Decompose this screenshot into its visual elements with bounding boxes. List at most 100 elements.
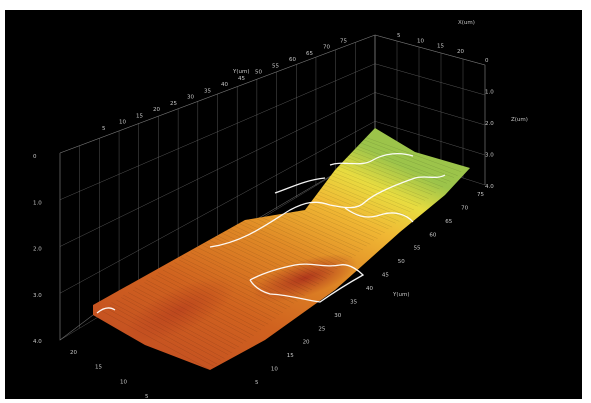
z-right-tick-4: 4.0 — [485, 184, 494, 190]
z-right-tick-0: 0 — [485, 58, 489, 64]
y-axis-front-ticks: 20 15 10 5 — [70, 350, 149, 400]
z-left-tick-0: 0 — [33, 154, 37, 160]
back-top-tick-5: 30 — [187, 95, 194, 101]
z-axis-right-ticks: 0 1.0 2.0 3.0 4.0 — [485, 58, 494, 190]
right-top-tick-2: 15 — [437, 44, 444, 50]
z-left-tick-2: 2.0 — [33, 247, 42, 253]
striation-22 — [185, 254, 291, 308]
surface-chart: 0 1.0 2.0 3.0 4.0 0 1.0 2.0 3.0 4.0 5 10 15 20 25 30 3… — [33, 20, 528, 400]
striation-24 — [192, 249, 298, 302]
striation-30 — [215, 234, 320, 285]
axis-label-back-top: Y(um) — [232, 69, 250, 75]
striation-0 — [99, 309, 211, 371]
grid-hline-0 — [59, 34, 376, 154]
striation-9 — [134, 287, 243, 344]
striation-37 — [243, 217, 345, 264]
striation-14 — [155, 274, 262, 331]
striation-20 — [179, 259, 283, 314]
striation-55 — [313, 172, 411, 213]
y-front-tick-0: 20 — [70, 350, 77, 356]
back-top-tick-7: 40 — [221, 82, 228, 88]
y-front-tick-2: 10 — [120, 379, 127, 385]
striation-42 — [261, 204, 364, 251]
x-front-tick-1: 10 — [271, 367, 278, 373]
striation-8 — [132, 289, 240, 348]
striation-27 — [204, 242, 309, 293]
striation-25 — [197, 247, 302, 298]
y-front-tick-1: 15 — [95, 365, 102, 371]
striation-69 — [366, 137, 462, 173]
striation-60 — [331, 159, 429, 199]
x-front-tick-4: 25 — [318, 326, 325, 332]
grid-rhline-1 — [374, 63, 486, 96]
striation-44 — [271, 199, 371, 245]
back-top-ticks: 5 10 15 20 25 30 35 40 45 50 55 60 65 70 75 — [102, 38, 347, 132]
back-top-tick-4: 25 — [170, 101, 177, 107]
y-front-tick-3: 5 — [145, 394, 149, 399]
axis-label-z: Z(um) — [511, 117, 528, 123]
surface-hotspot-2 — [124, 277, 236, 343]
x-front-tick-11: 60 — [429, 232, 436, 238]
z-axis-left-ticks: 0 1.0 2.0 3.0 4.0 — [33, 154, 42, 345]
striation-50 — [294, 184, 393, 228]
plot-area: 0 1.0 2.0 3.0 4.0 0 1.0 2.0 3.0 4.0 5 10 15 20 25 30 3… — [5, 10, 582, 400]
striation-31 — [220, 232, 324, 281]
right-top-tick-0: 5 — [397, 33, 401, 39]
axis-label-right-top: X(um) — [458, 20, 475, 26]
striation-36 — [238, 219, 342, 268]
x-front-tick-13: 70 — [461, 205, 468, 211]
x-axis-front-ticks: 5 10 15 20 25 30 35 40 45 50 55 60 65 70 75 — [255, 192, 484, 386]
back-top-tick-6: 35 — [204, 88, 211, 94]
grid-hline-3 — [59, 121, 376, 294]
striation-59 — [329, 162, 426, 201]
striation-39 — [250, 212, 353, 258]
x-front-tick-3: 20 — [303, 340, 310, 346]
striation-43 — [266, 202, 367, 247]
z-right-tick-3: 3.0 — [485, 153, 494, 159]
striation-10 — [139, 284, 247, 342]
striation-16 — [162, 269, 269, 325]
surface-striations — [99, 137, 462, 371]
striation-5 — [121, 297, 229, 355]
striation-46 — [278, 194, 378, 239]
striation-63 — [342, 152, 440, 190]
contour-2 — [344, 207, 414, 223]
striation-2 — [109, 304, 218, 365]
striation-48 — [285, 189, 385, 234]
striation-11 — [144, 282, 251, 338]
striation-13 — [151, 277, 258, 333]
striation-51 — [296, 182, 396, 224]
striation-66 — [354, 144, 451, 182]
back-top-tick-9: 50 — [255, 70, 262, 76]
back-top-tick-10: 55 — [272, 63, 279, 69]
z-left-tick-1: 1.0 — [33, 200, 42, 206]
striation-7 — [127, 292, 236, 350]
back-top-tick-2: 15 — [136, 113, 143, 119]
x-front-tick-10: 55 — [414, 246, 421, 252]
back-top-tick-12: 65 — [306, 51, 313, 57]
back-top-tick-8: 45 — [238, 76, 245, 82]
grid-hline-2 — [59, 92, 376, 247]
contour-5 — [274, 177, 326, 194]
striation-68 — [364, 139, 458, 176]
contour-3 — [329, 153, 414, 166]
x-front-tick-6: 35 — [350, 299, 357, 305]
striation-57 — [319, 167, 418, 207]
striation-54 — [308, 174, 407, 216]
grid-rhline-3 — [374, 121, 486, 156]
striation-64 — [347, 149, 444, 188]
contour-lines — [96, 153, 446, 314]
back-top-tick-14: 75 — [340, 38, 347, 44]
striation-18 — [169, 264, 276, 319]
z-left-tick-3: 3.0 — [33, 293, 42, 299]
striation-12 — [146, 279, 254, 336]
right-top-ticks: 5 10 15 20 — [397, 33, 464, 55]
striation-40 — [255, 209, 356, 256]
grid-hline-1 — [59, 63, 376, 200]
right-top-tick-3: 20 — [457, 49, 464, 55]
x-front-tick-2: 15 — [287, 353, 294, 359]
striation-21 — [180, 257, 287, 310]
striation-4 — [116, 299, 225, 359]
back-top-tick-11: 60 — [289, 57, 296, 63]
x-front-tick-12: 65 — [445, 219, 452, 225]
